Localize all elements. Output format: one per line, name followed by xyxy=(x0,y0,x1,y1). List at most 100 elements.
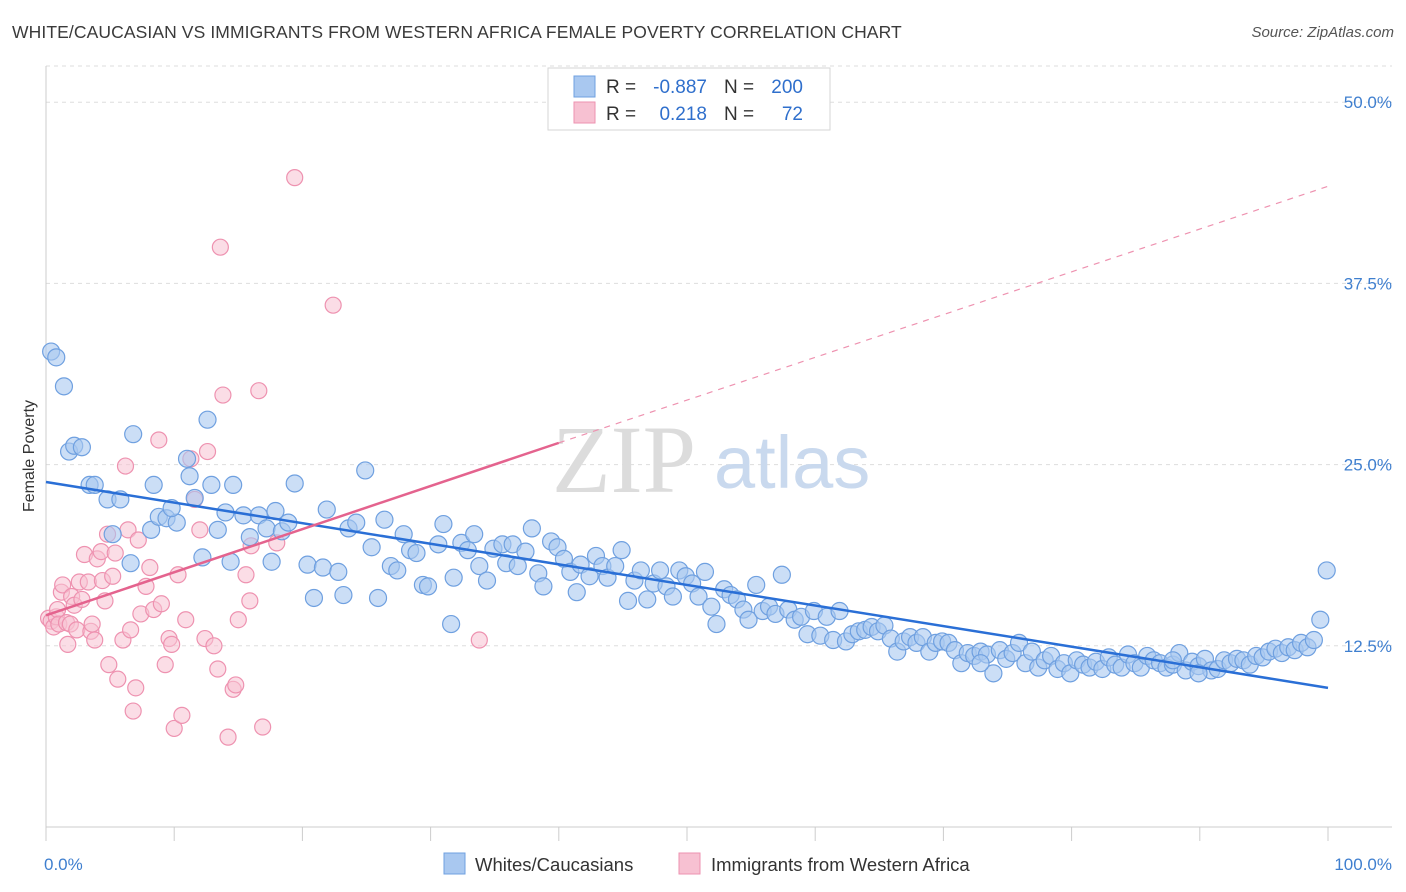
bottom-legend-label-blue: Whites/Caucasians xyxy=(475,854,633,875)
point-western-africa xyxy=(191,521,209,539)
point-whites xyxy=(663,587,682,606)
point-whites xyxy=(567,583,586,602)
point-western-africa xyxy=(324,296,342,314)
x-ticks xyxy=(45,827,1329,841)
trend-line-whites xyxy=(45,480,1329,690)
point-whites xyxy=(47,348,66,367)
point-whites xyxy=(262,552,281,571)
point-western-africa xyxy=(83,615,101,633)
point-western-africa xyxy=(106,544,124,562)
point-western-africa xyxy=(68,621,86,639)
legend-swatch-pink xyxy=(573,101,596,124)
y-tick-label: 37.5% xyxy=(1344,274,1392,293)
point-whites xyxy=(612,541,631,560)
point-western-africa xyxy=(250,382,268,400)
point-whites xyxy=(638,590,657,609)
axes xyxy=(45,66,1392,828)
point-western-africa xyxy=(124,702,142,720)
point-whites xyxy=(1163,651,1182,670)
point-whites xyxy=(285,474,304,493)
y-tick-label: 12.5% xyxy=(1344,637,1392,656)
point-whites xyxy=(198,410,217,429)
point-western-africa xyxy=(211,238,229,256)
point-western-africa xyxy=(141,558,159,577)
watermark: ZIP atlas xyxy=(552,406,870,513)
point-whites xyxy=(202,475,221,495)
legend-box: R = -0.887 N = 200 R = 0.218 N = 72 xyxy=(547,67,831,131)
point-western-africa xyxy=(86,631,104,649)
bottom-legend-swatch-pink xyxy=(678,852,701,875)
point-whites xyxy=(739,610,758,629)
bottom-legend: Whites/Caucasians Immigrants from Wester… xyxy=(443,852,970,875)
legend-r-value-pink: 0.218 xyxy=(659,104,707,125)
point-whites xyxy=(54,377,74,396)
point-whites xyxy=(362,538,381,557)
point-whites xyxy=(444,568,463,587)
point-western-africa xyxy=(241,592,259,610)
point-western-africa xyxy=(163,635,181,653)
point-whites xyxy=(208,520,227,539)
point-whites xyxy=(407,543,426,563)
legend-r-label-blue: R = xyxy=(606,77,636,98)
point-whites xyxy=(317,500,336,519)
point-whites xyxy=(298,555,317,574)
gridlines xyxy=(46,65,1392,647)
source-label: Source: ZipAtlas.com xyxy=(1251,24,1394,41)
point-whites xyxy=(388,561,407,580)
point-western-africa xyxy=(122,621,140,639)
point-whites xyxy=(522,519,541,538)
point-whites xyxy=(470,556,489,576)
point-western-africa xyxy=(165,719,183,738)
point-western-africa xyxy=(227,676,245,694)
point-western-africa xyxy=(205,637,223,655)
point-western-africa xyxy=(156,656,174,674)
point-whites xyxy=(180,467,199,486)
legend-swatch-blue xyxy=(573,75,596,98)
point-western-africa xyxy=(109,670,127,688)
point-western-africa xyxy=(470,631,488,649)
trend-lines xyxy=(45,185,1329,690)
point-whites xyxy=(580,567,599,586)
x-tick-label-min: 0.0% xyxy=(44,855,83,874)
point-whites xyxy=(534,577,553,596)
point-western-africa xyxy=(129,531,147,549)
point-whites xyxy=(375,510,394,529)
point-western-africa xyxy=(104,567,122,585)
point-whites xyxy=(72,438,91,457)
point-whites xyxy=(257,519,276,538)
point-whites xyxy=(347,513,366,532)
point-whites xyxy=(631,561,650,580)
point-whites xyxy=(368,588,388,608)
point-western-africa xyxy=(209,660,227,678)
watermark-zip: ZIP xyxy=(552,406,696,513)
point-whites xyxy=(240,527,259,547)
y-tick-label: 50.0% xyxy=(1344,93,1392,112)
point-western-africa xyxy=(92,542,110,561)
point-whites xyxy=(313,558,333,577)
trend-line-western-africa-extension xyxy=(558,185,1329,444)
point-whites xyxy=(442,614,461,634)
point-western-africa xyxy=(152,595,170,613)
point-whites xyxy=(121,554,140,573)
point-western-africa xyxy=(59,635,77,653)
legend-n-value-pink: 72 xyxy=(782,104,803,125)
point-whites xyxy=(334,585,353,605)
point-whites xyxy=(1311,610,1330,629)
point-whites xyxy=(984,664,1003,683)
point-whites xyxy=(356,461,375,480)
legend-n-label-pink: N = xyxy=(724,104,754,125)
trend-line-western-africa xyxy=(45,441,560,617)
chart-title: WHITE/CAUCASIAN VS IMMIGRANTS FROM WESTE… xyxy=(12,22,902,42)
watermark-atlas: atlas xyxy=(714,421,870,504)
pink-points xyxy=(39,169,488,746)
point-whites xyxy=(1022,642,1041,661)
point-whites xyxy=(971,654,990,673)
y-tick-labels: 12.5% 25.0% 37.5% 50.0% xyxy=(1344,93,1392,656)
point-western-africa xyxy=(177,611,195,629)
point-western-africa xyxy=(229,611,247,629)
point-western-africa xyxy=(198,442,217,461)
point-whites xyxy=(465,525,484,544)
point-whites xyxy=(144,475,163,495)
legend-r-value-blue: -0.887 xyxy=(653,77,707,98)
